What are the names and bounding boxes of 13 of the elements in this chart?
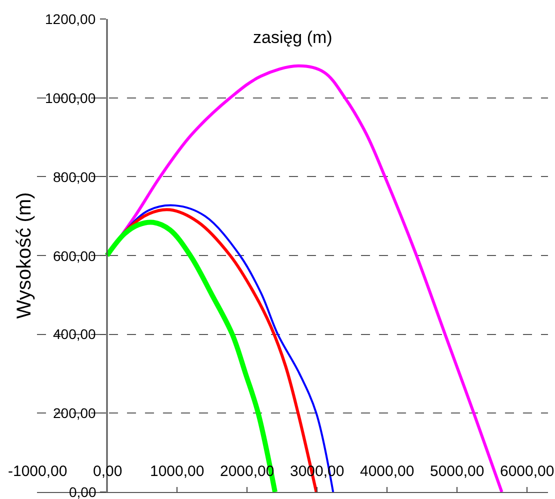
x-tick-label: -1000,00: [8, 463, 68, 480]
x-tick-label: 6000,00: [500, 463, 554, 480]
y-tick-label: 800,00: [53, 169, 96, 185]
x-axis-title: zasięg (m): [253, 28, 332, 47]
x-tick-label: 5000,00: [430, 463, 484, 480]
y-axis-title: Wysokość (m): [14, 192, 36, 319]
y-tick-label: 1000,00: [45, 90, 96, 106]
x-tick-label: 1000,00: [150, 463, 204, 480]
x-tick-label: 4000,00: [360, 463, 414, 480]
y-tick-label: 200,00: [53, 405, 96, 421]
y-tick-label: 600,00: [53, 248, 96, 264]
y-tick-label: 400,00: [53, 326, 96, 342]
y-tick-label: 1200,00: [45, 11, 96, 27]
